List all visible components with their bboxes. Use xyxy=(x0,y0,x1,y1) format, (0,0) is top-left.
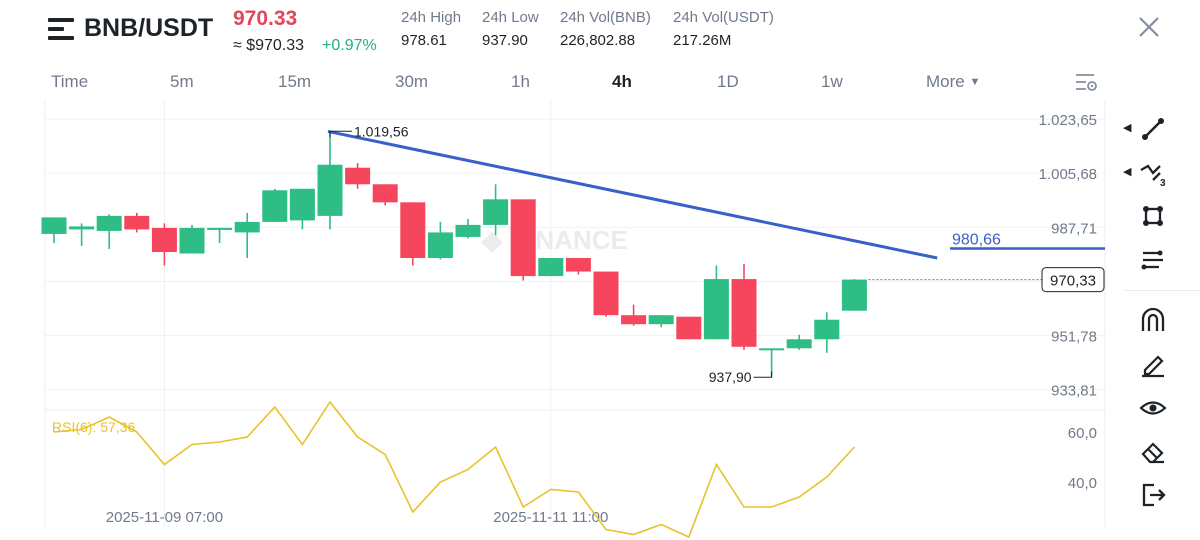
candle-body xyxy=(124,215,150,230)
fib-tool-icon[interactable] xyxy=(1138,245,1168,275)
stat-value-vol-usdt: 217.26M xyxy=(673,32,732,49)
rsi-tick-label: 60,0 xyxy=(1068,425,1097,442)
tab-more[interactable]: More ▼ xyxy=(926,72,980,92)
menu-icon[interactable] xyxy=(48,18,74,40)
trendline-price-label: 980,66 xyxy=(952,231,1001,248)
y-tick-label: 1.005,68 xyxy=(1039,166,1097,183)
tab-5m[interactable]: 5m xyxy=(170,72,194,91)
low-marker xyxy=(753,371,773,378)
y-tick-label: 987,71 xyxy=(1051,220,1097,237)
candle-body xyxy=(565,258,591,272)
line-tool-icon[interactable] xyxy=(1138,114,1168,144)
stat-label-low: 24h Low xyxy=(482,9,539,26)
candle-body xyxy=(814,319,840,340)
stat-label-vol-usdt: 24h Vol(USDT) xyxy=(673,9,774,26)
candle-body xyxy=(759,348,785,351)
magnet-icon[interactable] xyxy=(1138,305,1168,335)
current-price-box xyxy=(1041,267,1105,293)
svg-text:3: 3 xyxy=(1160,178,1166,188)
eraser-icon[interactable] xyxy=(1138,437,1168,467)
rsi-tick-label: 40,0 xyxy=(1068,475,1097,492)
pencil-icon[interactable] xyxy=(1138,349,1168,379)
stat-value-vol-bnb: 226,802.88 xyxy=(560,32,636,49)
shape-tool-icon[interactable] xyxy=(1138,201,1168,231)
candle-body xyxy=(455,224,481,237)
candle-body xyxy=(179,227,205,254)
rsi-panel: RSI(6): 57,36 60,0 40,0 xyxy=(52,400,1097,539)
candle-body xyxy=(151,227,177,252)
stat-label-vol-bnb: 24h Vol(BNB) xyxy=(560,9,651,26)
candle-body xyxy=(345,167,371,185)
candle-body xyxy=(207,227,233,230)
x-tick-label: 2025-11-09 07:00 xyxy=(106,509,223,526)
close-icon[interactable] xyxy=(1136,14,1162,40)
candle-body xyxy=(648,315,674,325)
tab-1w[interactable]: 1w xyxy=(821,72,843,91)
chart-settings-icon[interactable] xyxy=(1074,71,1098,93)
y-tick-label: 1.023,65 xyxy=(1039,112,1097,129)
candle-body xyxy=(69,226,95,230)
candle-body xyxy=(703,279,729,340)
tab-1h[interactable]: 1h xyxy=(511,72,530,91)
toolbar-divider xyxy=(1124,290,1200,291)
candle-body xyxy=(41,217,67,234)
candle-body xyxy=(483,199,509,225)
stat-label-high: 24h High xyxy=(401,9,462,26)
high-marker xyxy=(329,130,352,138)
candle-body xyxy=(234,221,260,233)
x-axis-ticks: 2025-11-09 07:00 2025-11-11 11:00 xyxy=(106,509,609,526)
high-label: 1.019,56 xyxy=(354,123,409,139)
candle-body xyxy=(841,279,867,311)
current-price-label: 970,33 xyxy=(1050,273,1096,290)
candle-body xyxy=(427,232,453,259)
expand-arrow-icon[interactable]: ◀ xyxy=(1123,122,1132,134)
x-tick-label: 2025-11-11 11:00 xyxy=(493,509,608,526)
candle-body xyxy=(786,339,812,349)
candle-body xyxy=(317,164,343,216)
tab-time[interactable]: Time xyxy=(51,72,89,91)
stat-value-high: 978.61 xyxy=(401,32,447,49)
expand-arrow-icon[interactable]: ◀ xyxy=(1123,166,1132,178)
caret-down-icon: ▼ xyxy=(969,76,981,88)
tab-15m[interactable]: 15m xyxy=(278,72,312,91)
candle-body xyxy=(621,315,647,325)
candle-body xyxy=(400,202,426,259)
candle-body xyxy=(289,188,315,221)
candle-body xyxy=(262,190,288,222)
last-price: 970.33 xyxy=(233,7,298,30)
trendline xyxy=(327,129,938,260)
approx-price: ≈ $970.33 xyxy=(233,37,305,54)
pair-title[interactable]: BNB/USDT xyxy=(84,14,214,42)
tab-more-label: More xyxy=(926,72,965,91)
y-tick-label: 933,81 xyxy=(1051,383,1097,400)
tab-1d[interactable]: 1D xyxy=(717,72,739,91)
multi-line-tool-icon[interactable]: 3 xyxy=(1138,158,1168,189)
y-axis-ticks: 1.023,65 1.005,68 987,71 951,78 933,81 xyxy=(1039,112,1097,399)
candles xyxy=(41,131,867,378)
stat-value-low: 937.90 xyxy=(482,32,528,49)
eye-icon[interactable] xyxy=(1138,393,1168,423)
rsi-line xyxy=(53,400,855,539)
tab-30m[interactable]: 30m xyxy=(395,72,429,91)
annotations: 980,66 1.019,56 937,90 970,33 xyxy=(327,123,1105,385)
price-change: +0.97% xyxy=(322,37,377,54)
candle-body xyxy=(372,184,398,203)
candle-body xyxy=(538,258,564,277)
rsi-label: RSI(6): 57,36 xyxy=(52,419,135,435)
candle-body xyxy=(96,215,122,231)
low-label: 937,90 xyxy=(709,369,752,385)
chart-grid xyxy=(44,100,1106,527)
candle-body xyxy=(510,199,536,277)
candle-body xyxy=(676,316,702,340)
y-tick-label: 951,78 xyxy=(1051,328,1097,345)
exit-icon[interactable] xyxy=(1138,480,1168,510)
binance-watermark: ◆ BINANCE xyxy=(481,225,628,255)
candle-body xyxy=(731,279,757,347)
tab-4h[interactable]: 4h xyxy=(612,72,632,91)
candle-body xyxy=(593,271,619,316)
